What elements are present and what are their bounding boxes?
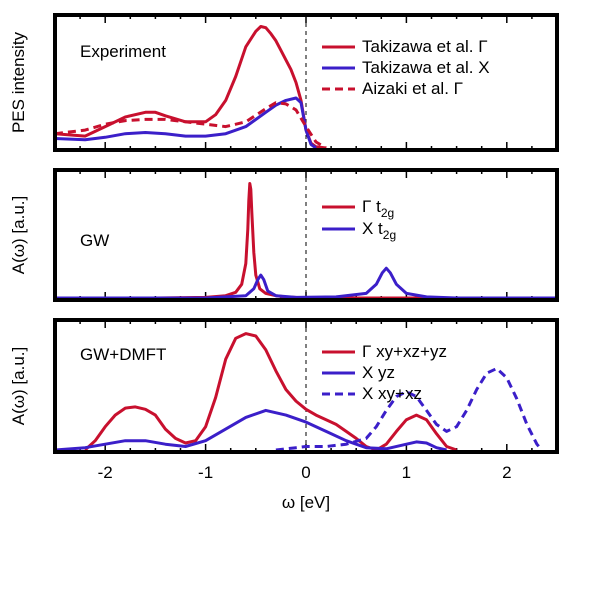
- plot-frame: [53, 168, 559, 302]
- panel-label: Experiment: [80, 42, 166, 61]
- legend-label: Aizaki et al. Γ: [362, 79, 463, 98]
- legend-label-text: X yz: [362, 363, 395, 382]
- legend-label: Takizawa et al. Γ: [362, 37, 488, 56]
- plot-frame: [53, 318, 559, 454]
- series-line-1: [84, 332, 458, 452]
- y-axis-label: A(ω) [a.u.]: [9, 347, 28, 425]
- x-tick-label: -2: [98, 463, 113, 482]
- legend-label: Takizawa et al. X: [362, 58, 490, 77]
- panel-3: GW+DMFT A(ω) [a.u.] Γ xy+xz+yz X yz X xy+xz -…: [9, 318, 559, 512]
- legend-label-text: Γ t: [362, 197, 381, 216]
- legend-label: X yz: [362, 363, 395, 382]
- series-line-3: [55, 101, 327, 150]
- legend-label-subscript: 2g: [383, 228, 396, 242]
- series-line-2: [55, 408, 447, 452]
- series-line-1: [55, 182, 557, 300]
- legend-label-text: X xy+xz: [362, 384, 422, 403]
- panel-label: GW: [80, 231, 109, 250]
- series-line-1: [55, 25, 327, 150]
- x-tick-label: 2: [502, 463, 511, 482]
- legend-label-subscript: 2g: [381, 206, 394, 220]
- y-axis-label: PES intensity: [9, 31, 28, 133]
- series-line-2: [55, 96, 317, 150]
- legend-label-text: Aizaki et al. Γ: [362, 79, 463, 98]
- legend-label: Γ xy+xz+yz: [362, 342, 447, 361]
- legend-label: Γ t2g: [362, 197, 394, 220]
- legend-label-text: Γ xy+xz+yz: [362, 342, 447, 361]
- legend-label-text: X t: [362, 219, 383, 238]
- x-tick-label: -1: [198, 463, 213, 482]
- legend-label-text: Takizawa et al. Γ: [362, 37, 488, 56]
- series-line-3: [275, 367, 544, 452]
- panel-1: Experiment PES intensity Takizawa et al. Γ…: [9, 13, 559, 152]
- series-line-2: [55, 266, 557, 300]
- legend-label-text: Takizawa et al. X: [362, 58, 490, 77]
- x-axis-label: ω [eV]: [282, 493, 330, 512]
- legend-label: X t2g: [362, 219, 396, 242]
- y-axis-label: A(ω) [a.u.]: [9, 196, 28, 274]
- x-tick-label: 1: [402, 463, 411, 482]
- panel-label: GW+DMFT: [80, 345, 166, 364]
- plot-frame: [53, 13, 559, 152]
- x-tick-label: 0: [301, 463, 310, 482]
- legend-label: X xy+xz: [362, 384, 422, 403]
